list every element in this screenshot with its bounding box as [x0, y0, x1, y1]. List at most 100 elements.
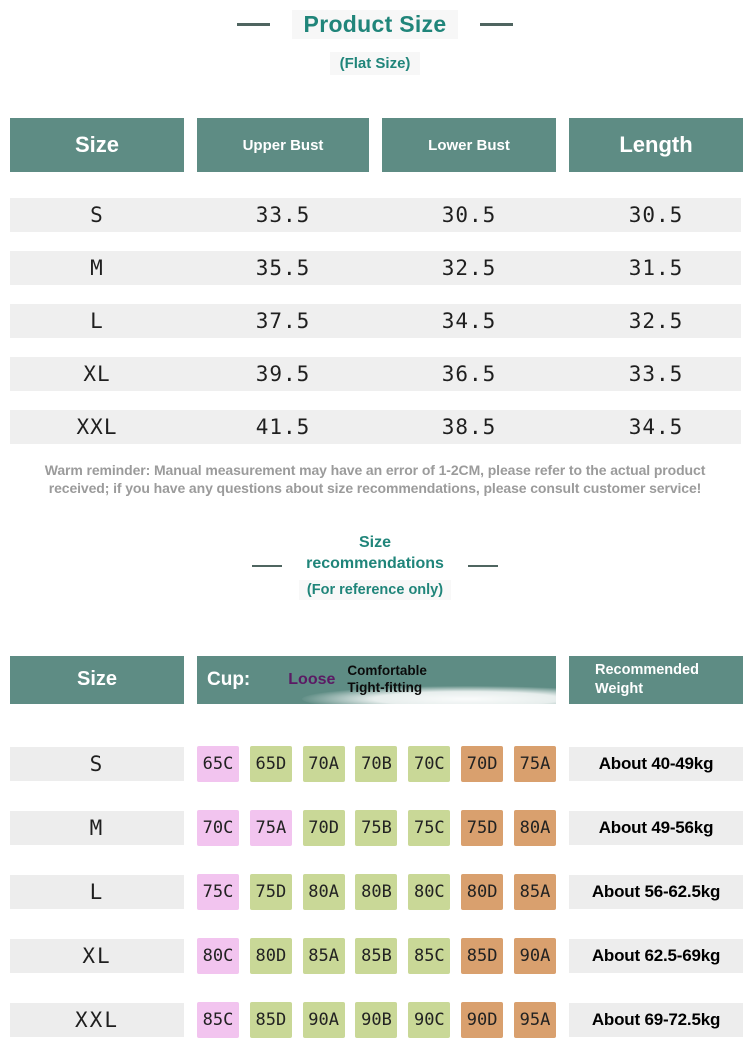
- lower-bust-cell: 30.5: [441, 203, 497, 227]
- column-header-lower-bust: Lower Bust: [382, 118, 556, 172]
- weight-header-line2: Weight: [595, 680, 644, 697]
- cup-size-cell: 75A: [249, 809, 292, 846]
- column-header-size: Size: [10, 118, 184, 172]
- cup-size-cell: 85A: [513, 873, 556, 910]
- recommendations-title: Size recommendations: [306, 533, 444, 575]
- weight-header-line1: Recommended: [595, 662, 699, 679]
- recommended-weight-cell: About 69-72.5kg: [569, 1002, 743, 1037]
- legend-stack: Comfortable Tight-fitting: [347, 663, 427, 695]
- cup-cells: 65C 65D 70A 70B 70C 70D 75A: [197, 745, 556, 782]
- legend-comfortable: Comfortable: [347, 663, 427, 679]
- page-title: Product Size: [291, 10, 459, 39]
- cup-size-cell: 75A: [513, 745, 556, 782]
- size-cell: XXL: [76, 415, 118, 439]
- recommendation-row-m: M 70C 75A 70D 75B 75C 75D 80A About 49-5…: [10, 809, 743, 846]
- cup-size-cell: 70A: [302, 745, 345, 782]
- column-header-recommended-weight: Recommended Weight: [569, 655, 743, 704]
- column-header-cup: Cup: Loose Comfortable Tight-fitting: [197, 655, 556, 704]
- white-swoosh-decoration: [302, 685, 556, 704]
- length-cell: 32.5: [628, 309, 684, 333]
- recommended-weight-cell: About 40-49kg: [569, 746, 743, 781]
- flat-size-table-header: Size Upper Bust Lower Bust Length: [10, 118, 743, 172]
- cup-size-cell: 85D: [249, 1001, 292, 1038]
- cup-label: Cup:: [207, 668, 251, 690]
- recommendation-row-s: S 65C 65D 70A 70B 70C 70D 75A About 40-4…: [10, 745, 743, 782]
- recommended-weight-cell: About 49-56kg: [569, 810, 743, 845]
- cup-cells: 75C 75D 80A 80B 80C 80D 85A: [197, 873, 556, 910]
- cup-size-cell: 80D: [461, 873, 504, 910]
- length-cell: 33.5: [628, 362, 684, 386]
- length-cell: 30.5: [628, 203, 684, 227]
- cup-size-cell: 90D: [461, 1001, 504, 1038]
- recommendation-table-header: Size Cup: Loose Comfortable Tight-fittin…: [10, 655, 743, 704]
- cup-size-cell: 85A: [302, 937, 345, 974]
- cup-size-cell: 85B: [355, 937, 398, 974]
- cup-size-cell: 75C: [408, 809, 451, 846]
- size-cell: XL: [10, 938, 184, 973]
- cup-size-cell: 80B: [355, 873, 398, 910]
- cup-size-cell: 85C: [197, 1001, 239, 1038]
- cup-size-cell: 80A: [302, 873, 345, 910]
- size-recommendations-header: Size recommendations: [0, 533, 750, 575]
- cup-size-cell: 75D: [249, 873, 292, 910]
- cup-size-cell: 95A: [513, 1001, 556, 1038]
- cup-size-cell: 90A: [513, 937, 556, 974]
- column-header-length: Length: [569, 118, 743, 172]
- flat-size-label: (Flat Size): [329, 52, 421, 75]
- size-cell: XL: [83, 362, 111, 386]
- cup-size-cell: 70C: [408, 745, 451, 782]
- legend-loose: Loose: [288, 670, 336, 688]
- recommendations-title-line1: Size: [358, 533, 391, 551]
- cup-size-cell: 90A: [302, 1001, 345, 1038]
- legend-tight-fitting: Tight-fitting: [347, 679, 423, 695]
- length-cell: 31.5: [628, 256, 684, 280]
- recommendations-title-line2: recommendations: [306, 554, 444, 572]
- size-cell: XXL: [10, 1002, 184, 1037]
- recommended-weight-cell: About 62.5-69kg: [569, 938, 743, 973]
- cup-size-cell: 80A: [513, 809, 556, 846]
- cup-size-cell: 80D: [249, 937, 292, 974]
- cup-size-cell: 80C: [197, 937, 239, 974]
- cup-size-cell: 70D: [302, 809, 345, 846]
- right-dash: [480, 23, 514, 26]
- lower-bust-cell: 38.5: [441, 415, 497, 439]
- cup-size-cell: 85D: [461, 937, 504, 974]
- product-size-header: Product Size: [0, 0, 750, 39]
- size-cell: L: [90, 309, 104, 333]
- recommendation-row-l: L 75C 75D 80A 80B 80C 80D 85A About 56-6…: [10, 873, 743, 910]
- left-dash: [252, 564, 283, 567]
- cup-size-cell: 65C: [197, 745, 239, 782]
- flat-size-subtitle-row: (Flat Size): [0, 52, 750, 75]
- cup-size-cell: 75C: [197, 873, 239, 910]
- recommendation-row-xxl: XXL 85C 85D 90A 90B 90C 90D 95A About 69…: [10, 1001, 743, 1038]
- table-row-l: L 37.5 34.5 32.5: [10, 304, 741, 338]
- left-dash: [236, 23, 270, 26]
- table-row-s: S 33.5 30.5 30.5: [10, 198, 741, 232]
- upper-bust-cell: 39.5: [255, 362, 311, 386]
- table-row-m: M 35.5 32.5 31.5: [10, 251, 741, 285]
- recommendation-row-xl: XL 80C 80D 85A 85B 85C 85D 90A About 62.…: [10, 937, 743, 974]
- upper-bust-cell: 37.5: [255, 309, 311, 333]
- size-cell: S: [90, 203, 104, 227]
- cup-size-cell: 75D: [461, 809, 504, 846]
- lower-bust-cell: 32.5: [441, 256, 497, 280]
- cup-size-cell: 85C: [408, 937, 451, 974]
- recommended-weight-cell: About 56-62.5kg: [569, 874, 743, 909]
- cup-size-cell: 90B: [355, 1001, 398, 1038]
- cup-size-cell: 70C: [197, 809, 239, 846]
- table-row-xxl: XXL 41.5 38.5 34.5: [10, 410, 741, 444]
- column-header-upper-bust: Upper Bust: [197, 118, 369, 172]
- cup-cells: 70C 75A 70D 75B 75C 75D 80A: [197, 809, 556, 846]
- recommendations-subtitle-row: (For reference only): [0, 579, 750, 600]
- cup-size-cell: 70B: [355, 745, 398, 782]
- cup-size-cell: 65D: [249, 745, 292, 782]
- lower-bust-cell: 36.5: [441, 362, 497, 386]
- cup-cells: 80C 80D 85A 85B 85C 85D 90A: [197, 937, 556, 974]
- cup-size-cell: 75B: [355, 809, 398, 846]
- cup-cells: 85C 85D 90A 90B 90C 90D 95A: [197, 1001, 556, 1038]
- size-cell: M: [90, 256, 104, 280]
- lower-bust-cell: 34.5: [441, 309, 497, 333]
- cup-size-cell: 90C: [408, 1001, 451, 1038]
- length-cell: 34.5: [628, 415, 684, 439]
